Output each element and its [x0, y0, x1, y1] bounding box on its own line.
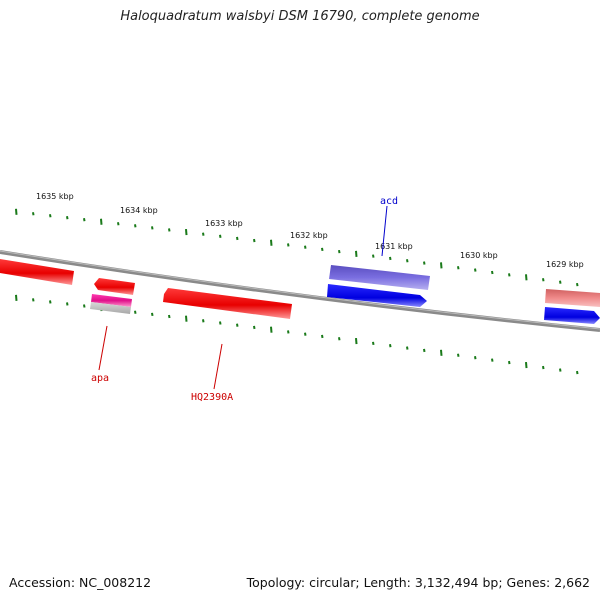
gene-label-acd[interactable]: acd: [380, 196, 398, 207]
minor-tick: [168, 228, 171, 232]
minor-tick: [372, 254, 375, 258]
major-tick: [355, 337, 358, 345]
major-tick: [100, 218, 103, 225]
callout-line-apa: [98, 325, 108, 371]
minor-tick: [304, 245, 307, 249]
minor-tick: [576, 282, 579, 287]
minor-tick: [389, 256, 392, 261]
major-tick: [355, 250, 358, 257]
minor-tick: [236, 236, 239, 241]
minor-tick: [423, 261, 426, 265]
minor-tick: [134, 310, 137, 314]
genome-backbone-highlight: [0, 250, 600, 330]
minor-tick: [151, 226, 154, 230]
map-title: Haloquadratum walsbyi DSM 16790, complet…: [120, 9, 480, 24]
major-tick: [185, 315, 188, 322]
minor-tick: [49, 214, 52, 218]
minor-tick: [321, 334, 324, 339]
major-tick: [440, 349, 443, 356]
tick-label: 1630 kbp: [460, 251, 498, 260]
minor-tick: [202, 232, 205, 236]
minor-tick: [32, 298, 35, 302]
gene-arrow-pink[interactable]: [91, 294, 132, 307]
tick-label: 1635 kbp: [36, 192, 74, 201]
minor-tick: [576, 370, 579, 375]
minor-tick: [66, 302, 69, 306]
minor-tick: [423, 348, 426, 353]
minor-tick: [406, 346, 409, 350]
tick-label: 1634 kbp: [120, 206, 158, 215]
tick-row-lower: [15, 294, 579, 375]
minor-tick: [559, 280, 562, 284]
genome-backbone: [0, 250, 600, 332]
callout-line-hq2390a: [213, 343, 223, 390]
minor-tick: [457, 353, 460, 357]
minor-tick: [219, 234, 222, 238]
minor-tick: [304, 332, 307, 336]
tick-row-upper: [15, 208, 579, 287]
minor-tick: [151, 312, 154, 317]
tick-label: 1632 kbp: [290, 231, 328, 240]
major-tick: [15, 208, 18, 215]
minor-tick: [253, 238, 256, 243]
minor-tick: [474, 356, 477, 360]
minor-tick: [219, 321, 222, 325]
gene-arrow-grey[interactable]: [90, 302, 131, 314]
major-tick: [525, 361, 528, 369]
gene-arrow-hq2390a[interactable]: [163, 288, 292, 319]
tick-label: 1631 kbp: [375, 242, 413, 251]
minor-tick: [491, 358, 494, 362]
minor-tick: [32, 212, 35, 216]
minor-tick: [457, 266, 460, 270]
minor-tick: [474, 268, 477, 272]
genome-summary: Topology: circular; Length: 3,132,494 bp…: [246, 575, 590, 590]
gene-arrow-blue-right[interactable]: [544, 307, 600, 324]
major-tick: [185, 228, 188, 236]
major-tick: [270, 239, 273, 246]
minor-tick: [559, 368, 562, 372]
minor-tick: [321, 247, 324, 252]
minor-tick: [49, 300, 52, 304]
gene-arrow-apa-upper[interactable]: [94, 278, 135, 295]
minor-tick: [236, 323, 239, 327]
gene-arrow-left-edge[interactable]: [0, 259, 74, 285]
minor-tick: [542, 278, 545, 282]
gene-label-apa[interactable]: apa: [91, 373, 109, 384]
minor-tick: [83, 304, 86, 308]
minor-tick: [202, 319, 205, 323]
minor-tick: [287, 330, 290, 334]
tick-label: 1633 kbp: [205, 219, 243, 228]
gene-arrow-acd[interactable]: [329, 265, 430, 290]
minor-tick: [508, 360, 511, 365]
major-tick: [440, 262, 443, 269]
minor-tick: [406, 259, 409, 263]
minor-tick: [66, 216, 69, 220]
gene-label-hq2390a[interactable]: HQ2390A: [191, 392, 233, 403]
minor-tick: [542, 365, 545, 370]
minor-tick: [287, 243, 290, 247]
callout-line-acd: [381, 205, 388, 257]
major-tick: [270, 326, 273, 333]
major-tick: [525, 274, 528, 281]
minor-tick: [508, 273, 511, 277]
tick-label: 1629 kbp: [546, 260, 584, 269]
gene-arrow-blue-mid[interactable]: [327, 284, 427, 307]
minor-tick: [338, 249, 341, 254]
minor-tick: [253, 325, 256, 330]
minor-tick: [168, 314, 171, 319]
gene-arrow-right-edge-salmon[interactable]: [545, 289, 600, 307]
accession-label: Accession: NC_008212: [9, 575, 152, 590]
minor-tick: [389, 344, 392, 348]
minor-tick: [117, 222, 120, 226]
minor-tick: [372, 341, 375, 346]
minor-tick: [134, 224, 137, 228]
minor-tick: [338, 337, 341, 341]
major-tick: [15, 294, 18, 301]
minor-tick: [491, 270, 494, 275]
minor-tick: [83, 218, 86, 222]
